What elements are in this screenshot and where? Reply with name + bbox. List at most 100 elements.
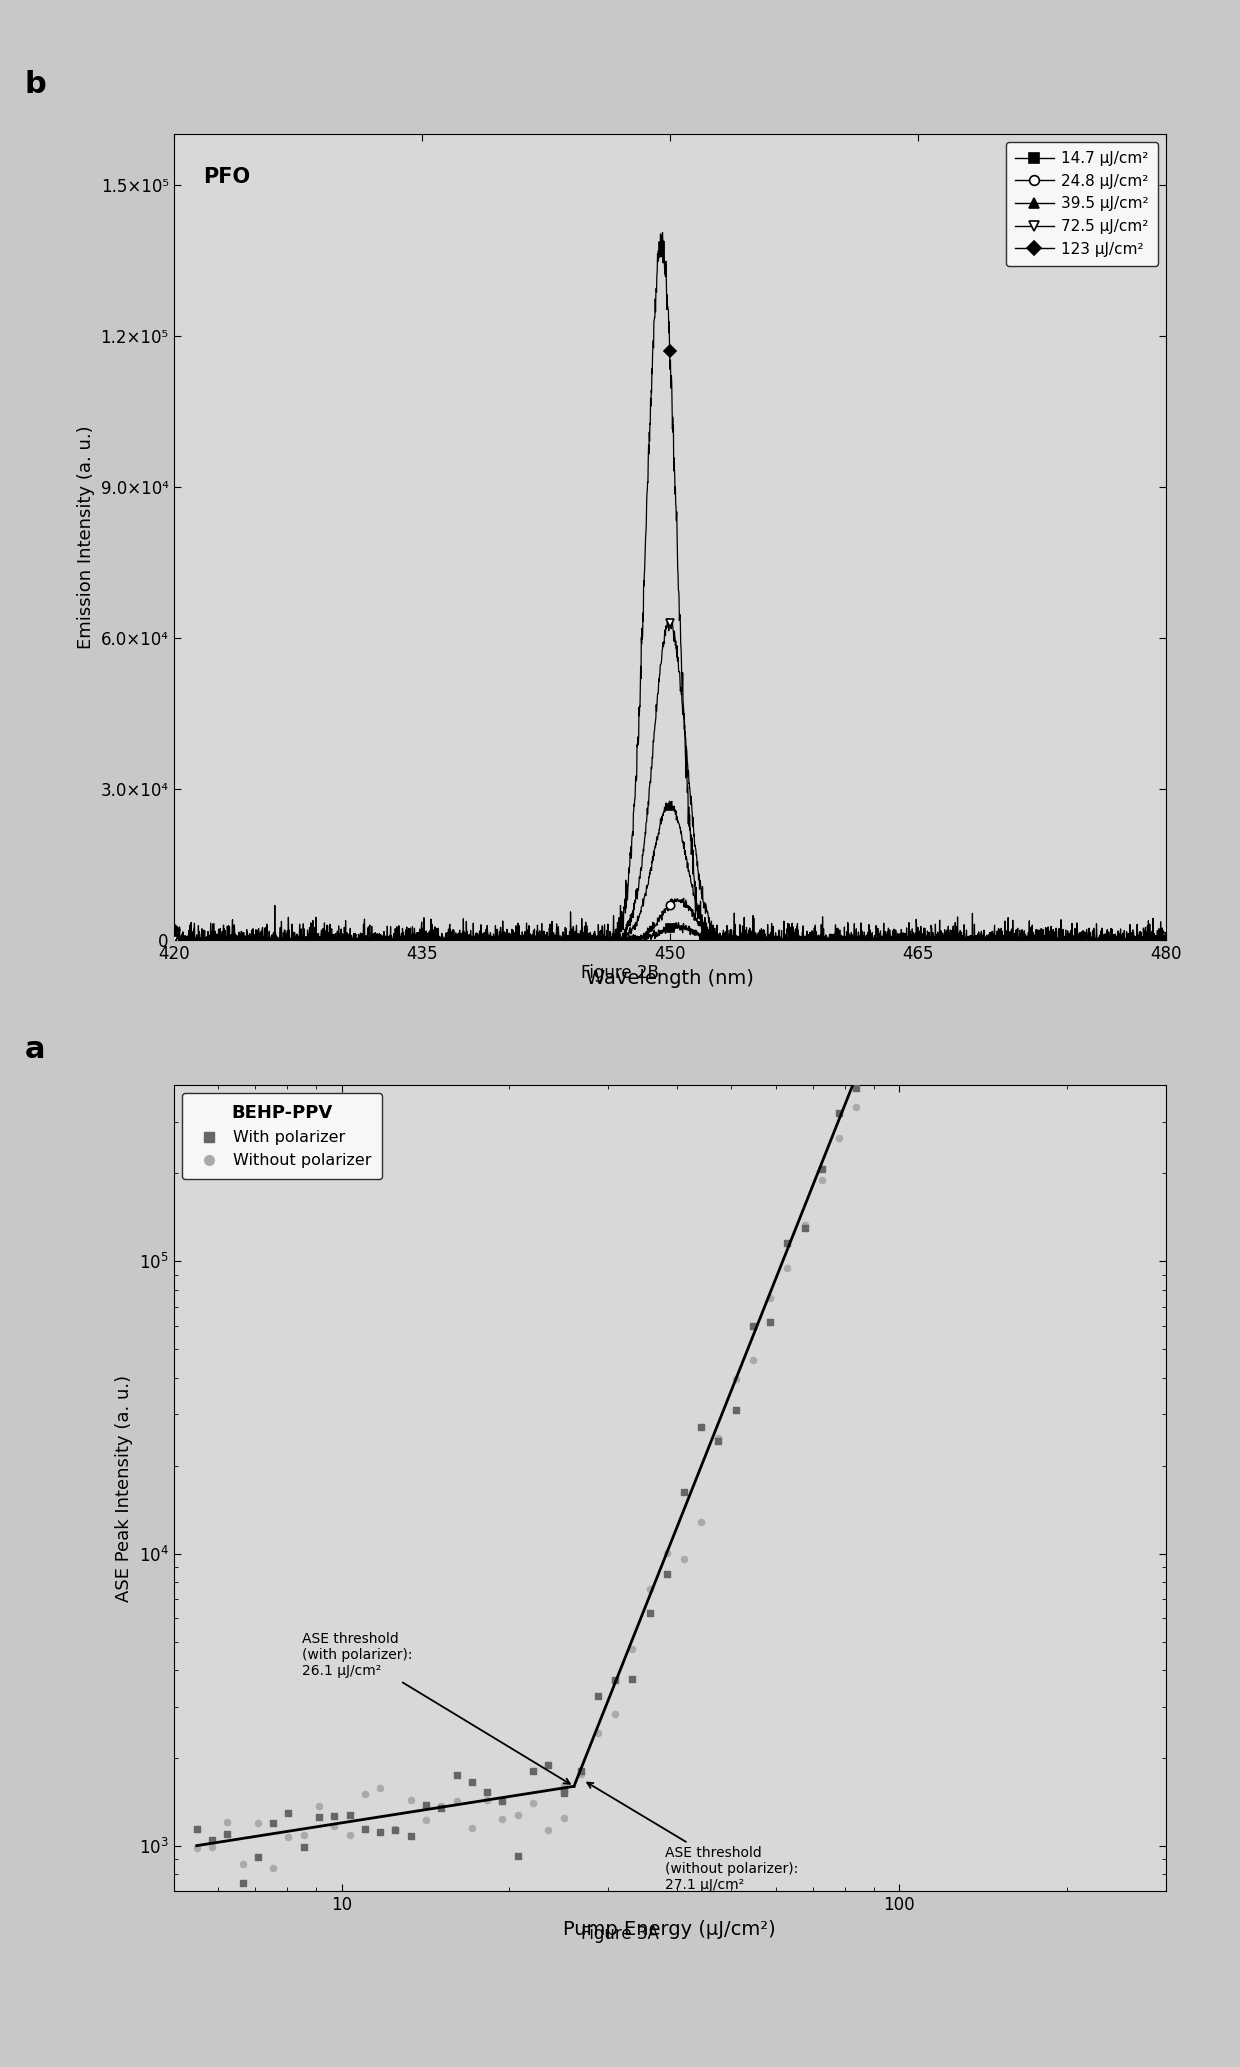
Without polarizer bbox=[1035, 595, 1055, 628]
With polarizer bbox=[187, 1813, 207, 1846]
With polarizer bbox=[294, 1831, 314, 1864]
Without polarizer bbox=[355, 1778, 374, 1811]
With polarizer bbox=[263, 1807, 283, 1840]
Without polarizer bbox=[187, 1831, 207, 1864]
Without polarizer bbox=[846, 1091, 866, 1124]
With polarizer bbox=[432, 1792, 451, 1825]
With polarizer bbox=[846, 1071, 866, 1104]
Text: Figure 3A: Figure 3A bbox=[582, 1924, 658, 1943]
Without polarizer bbox=[967, 806, 987, 839]
Without polarizer bbox=[202, 1829, 222, 1862]
Without polarizer bbox=[692, 1505, 712, 1538]
Without polarizer bbox=[985, 742, 1004, 775]
With polarizer bbox=[1122, 395, 1142, 428]
With polarizer bbox=[279, 1796, 299, 1829]
Y-axis label: Emission Intensity (a. u.): Emission Intensity (a. u.) bbox=[77, 426, 95, 649]
Without polarizer bbox=[795, 1209, 815, 1242]
Without polarizer bbox=[950, 814, 970, 847]
With polarizer bbox=[553, 1773, 573, 1807]
Without polarizer bbox=[915, 916, 935, 949]
X-axis label: Pump Energy (μJ/cm²): Pump Energy (μJ/cm²) bbox=[563, 1920, 776, 1939]
With polarizer bbox=[309, 1800, 329, 1833]
With polarizer bbox=[880, 961, 900, 994]
Without polarizer bbox=[708, 1422, 728, 1455]
With polarizer bbox=[985, 705, 1004, 738]
Without polarizer bbox=[1140, 314, 1159, 347]
Without polarizer bbox=[553, 1769, 573, 1802]
Without polarizer bbox=[812, 1164, 832, 1197]
With polarizer bbox=[1035, 583, 1055, 616]
With polarizer bbox=[692, 1410, 712, 1443]
Without polarizer bbox=[898, 963, 918, 996]
With polarizer bbox=[708, 1424, 728, 1457]
With polarizer bbox=[570, 1755, 590, 1788]
With polarizer bbox=[355, 1813, 374, 1846]
With polarizer bbox=[812, 1153, 832, 1186]
With polarizer bbox=[1087, 457, 1107, 490]
Without polarizer bbox=[477, 1784, 497, 1817]
With polarizer bbox=[863, 988, 883, 1021]
Without polarizer bbox=[217, 1807, 237, 1840]
Without polarizer bbox=[1053, 585, 1073, 618]
Without polarizer bbox=[263, 1852, 283, 1885]
Without polarizer bbox=[538, 1813, 558, 1846]
Legend: 14.7 μJ/cm², 24.8 μJ/cm², 39.5 μJ/cm², 72.5 μJ/cm², 123 μJ/cm²: 14.7 μJ/cm², 24.8 μJ/cm², 39.5 μJ/cm², 7… bbox=[1006, 143, 1158, 267]
Without polarizer bbox=[1001, 678, 1021, 711]
Without polarizer bbox=[371, 1771, 391, 1804]
Without polarizer bbox=[1087, 480, 1107, 513]
Legend: With polarizer, Without polarizer: With polarizer, Without polarizer bbox=[181, 1093, 382, 1180]
Text: ASE threshold
(without polarizer):
27.1 μJ/cm²: ASE threshold (without polarizer): 27.1 … bbox=[588, 1782, 799, 1893]
With polarizer bbox=[640, 1596, 660, 1629]
With polarizer bbox=[386, 1815, 405, 1848]
Without polarizer bbox=[743, 1344, 763, 1377]
Without polarizer bbox=[279, 1821, 299, 1854]
With polarizer bbox=[967, 732, 987, 765]
With polarizer bbox=[401, 1819, 420, 1852]
Without polarizer bbox=[401, 1784, 420, 1817]
With polarizer bbox=[553, 1776, 573, 1809]
With polarizer bbox=[325, 1800, 345, 1833]
With polarizer bbox=[622, 1662, 642, 1695]
Text: b: b bbox=[25, 70, 47, 99]
Without polarizer bbox=[777, 1251, 797, 1284]
With polarizer bbox=[777, 1226, 797, 1259]
Without polarizer bbox=[1018, 639, 1038, 672]
With polarizer bbox=[463, 1765, 482, 1798]
Without polarizer bbox=[675, 1542, 694, 1575]
Without polarizer bbox=[640, 1573, 660, 1606]
Without polarizer bbox=[830, 1122, 849, 1155]
With polarizer bbox=[1018, 637, 1038, 670]
Without polarizer bbox=[492, 1802, 512, 1835]
Without polarizer bbox=[605, 1697, 625, 1730]
Without polarizer bbox=[507, 1798, 527, 1831]
Text: a: a bbox=[25, 1036, 46, 1065]
With polarizer bbox=[446, 1759, 466, 1792]
With polarizer bbox=[1140, 339, 1159, 372]
Without polarizer bbox=[309, 1790, 329, 1823]
With polarizer bbox=[743, 1310, 763, 1344]
With polarizer bbox=[507, 1840, 527, 1873]
With polarizer bbox=[523, 1755, 543, 1788]
With polarizer bbox=[233, 1867, 253, 1900]
Without polarizer bbox=[657, 1536, 677, 1569]
With polarizer bbox=[725, 1393, 745, 1426]
Without polarizer bbox=[386, 1813, 405, 1846]
With polarizer bbox=[340, 1798, 360, 1831]
Without polarizer bbox=[340, 1819, 360, 1852]
Without polarizer bbox=[760, 1282, 780, 1315]
Without polarizer bbox=[1070, 504, 1090, 537]
Without polarizer bbox=[233, 1848, 253, 1881]
With polarizer bbox=[830, 1098, 849, 1131]
With polarizer bbox=[477, 1776, 497, 1809]
With polarizer bbox=[760, 1306, 780, 1339]
With polarizer bbox=[657, 1556, 677, 1590]
With polarizer bbox=[588, 1680, 608, 1714]
With polarizer bbox=[202, 1823, 222, 1856]
With polarizer bbox=[371, 1815, 391, 1848]
Without polarizer bbox=[880, 978, 900, 1011]
Without polarizer bbox=[553, 1800, 573, 1833]
Without polarizer bbox=[248, 1807, 268, 1840]
With polarizer bbox=[675, 1476, 694, 1509]
Without polarizer bbox=[325, 1809, 345, 1842]
With polarizer bbox=[605, 1664, 625, 1697]
